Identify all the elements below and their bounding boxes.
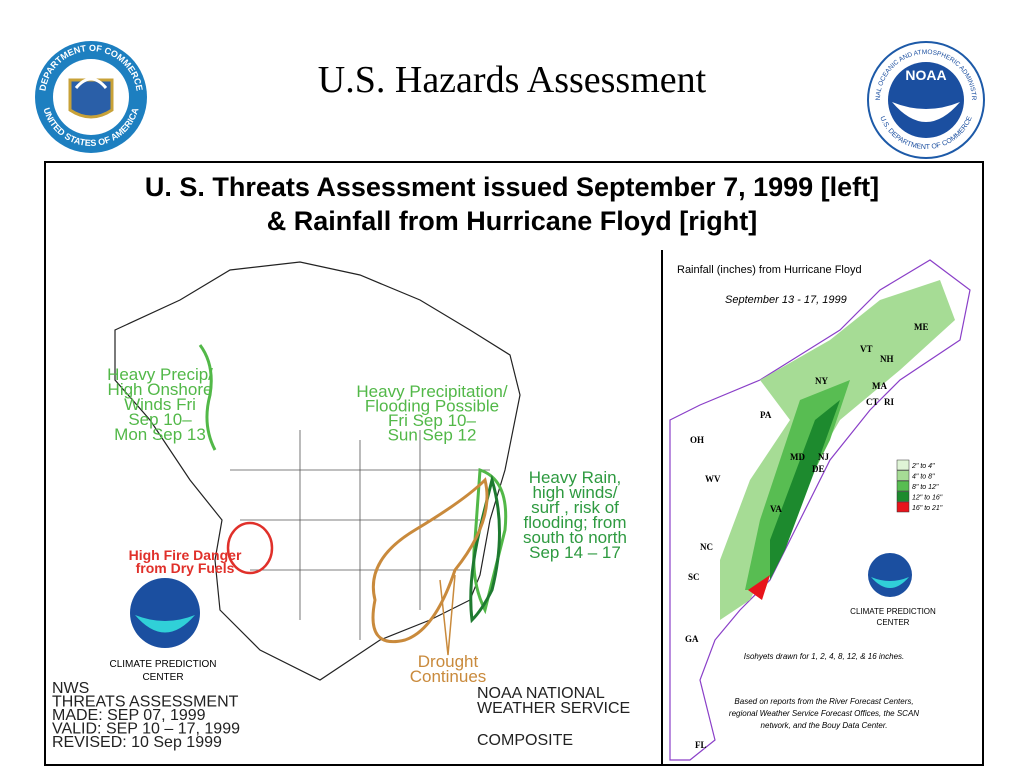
logo-label: CENTER: [877, 618, 910, 627]
cpc-logo: [868, 553, 912, 597]
source-note: Based on reports from the River Forecast…: [734, 697, 913, 706]
source-note: network, and the Bouy Data Center.: [761, 721, 888, 730]
state-label: DE: [812, 464, 825, 474]
seal-name: NOAA: [905, 67, 946, 83]
footer-left: MADE: SEP 07, 1999: [52, 707, 206, 724]
footer-left: THREATS ASSESSMENT: [52, 694, 239, 711]
annotation-text: Heavy Precip/: [107, 365, 213, 384]
state-label: ME: [914, 322, 929, 332]
state-label: NC: [700, 542, 713, 552]
cpc-logo: [130, 578, 200, 648]
state-label: CT: [866, 397, 879, 407]
rainfall-16-21: [748, 575, 770, 600]
seal-shield: [68, 78, 114, 119]
state-label: PA: [760, 410, 772, 420]
annotation-text: Sep 10–: [128, 410, 192, 429]
state-label: NY: [815, 376, 828, 386]
state-label: FL: [695, 740, 707, 750]
annotation-text: flooding; from: [524, 513, 627, 532]
slide-title: U.S. Hazards Assessment: [318, 59, 707, 101]
right-map-dates: September 13 - 17, 1999: [725, 294, 847, 306]
annotation-text: Winds Fri: [124, 395, 196, 414]
annotation-text: Mon Sep 13: [114, 425, 206, 444]
state-label: MA: [872, 381, 887, 391]
footer-right: WEATHER SERVICE: [477, 700, 630, 717]
state-label: MD: [790, 452, 805, 462]
state-label: WV: [705, 474, 721, 484]
state-label: SC: [688, 572, 700, 582]
state-label: VT: [860, 344, 873, 354]
annotation-text: from Dry Fuels: [136, 560, 235, 576]
annotation-text: Continues: [410, 667, 487, 686]
legend-swatch: [896, 501, 910, 513]
legend-swatch: [896, 491, 910, 502]
legend-label: 2" to 4": [911, 463, 935, 470]
isohyet-note: Isohyets drawn for 1, 2, 4, 8, 12, & 16 …: [744, 652, 905, 661]
right-map-title: Rainfall (inches) from Hurricane Floyd: [677, 264, 862, 276]
fire-area: [226, 521, 274, 575]
seal-gull: [892, 102, 960, 122]
logo-label: CLIMATE PREDICTION: [850, 607, 936, 616]
source-note: regional Weather Service Forecast Office…: [729, 709, 919, 718]
legend-swatch: [896, 480, 910, 492]
state-label: OH: [690, 435, 704, 445]
north-america-map: [114, 261, 521, 681]
commerce-seal: DEPARTMENT OF COMMERCE UNITED STATES OF …: [35, 41, 147, 153]
state-label: GA: [685, 634, 699, 644]
footer-left: NWS: [52, 680, 89, 697]
hazard-outline: [469, 474, 501, 624]
annotation-text: High Fire Danger: [129, 547, 242, 563]
annotation-text: Sun Sep 12: [388, 426, 477, 445]
footer-left: REVISED: 10 Sep 1999: [52, 734, 222, 751]
figure-title: U. S. Threats Assessment issued Septembe…: [145, 172, 879, 202]
seal-center: [888, 62, 964, 138]
legend-label: 12" to 16": [912, 495, 943, 502]
state-label: RI: [884, 397, 894, 407]
continent-outline: [114, 261, 521, 681]
drought-area: [371, 477, 489, 643]
cpc-logo-gull: [871, 577, 909, 588]
annotation-text: surf , risk of: [531, 498, 619, 517]
east-coast-outline: [669, 259, 971, 761]
seal-ship: [74, 77, 108, 89]
logo-label: CLIMATE PREDICTION: [109, 659, 216, 670]
legend-label: 4" to 8": [912, 474, 935, 481]
footer-left: VALID: SEP 10 – 17, 1999: [52, 721, 240, 738]
figure-frame: [44, 161, 984, 766]
legend-label: 8" to 12": [912, 484, 939, 491]
footer-right: NOAA NATIONAL: [477, 685, 605, 702]
state-label: VA: [770, 504, 782, 514]
legend-swatch: [896, 470, 910, 481]
annotation-text: Heavy Rain,: [529, 468, 622, 487]
drought-arrow: [439, 574, 456, 656]
state-label: NH: [880, 354, 894, 364]
annotation-text: high winds/: [532, 483, 617, 502]
logo-label: CENTER: [142, 672, 183, 683]
state-label: NJ: [818, 452, 829, 462]
footer-right: COMPOSITE: [477, 732, 573, 749]
figure-title: & Rainfall from Hurricane Floyd [right]: [267, 206, 758, 236]
cpc-logo-gull: [135, 615, 195, 633]
legend-swatch: [896, 459, 910, 471]
annotation-text: High Onshore: [108, 380, 213, 399]
annotation-text: Flooding Possible: [365, 397, 499, 416]
hazard-outline: [198, 344, 217, 451]
legend-label: 16" to 21": [912, 505, 943, 512]
annotation-text: Drought: [418, 652, 479, 671]
annotation-text: south to north: [523, 528, 627, 547]
state-borders: [230, 430, 490, 640]
annotation-text: Fri Sep 10–: [388, 411, 476, 430]
annotation-text: Sep 14 – 17: [529, 543, 621, 562]
annotation-text: Heavy Precipitation/: [356, 382, 507, 401]
rainfall-12-16: [770, 400, 840, 580]
